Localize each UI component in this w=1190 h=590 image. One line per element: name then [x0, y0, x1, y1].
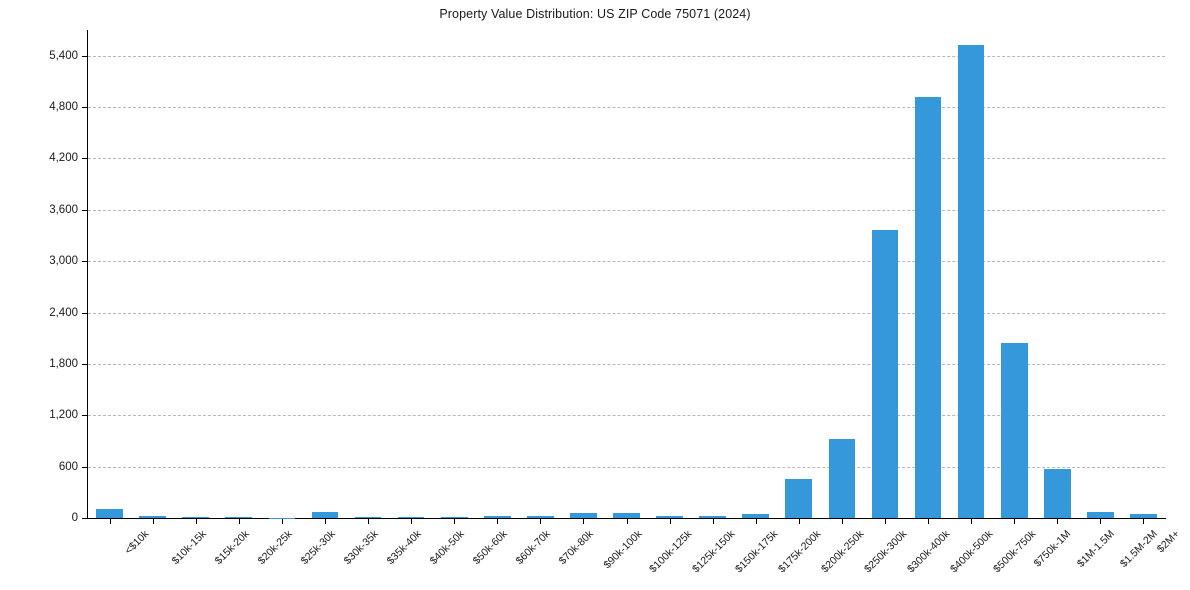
y-tick-label: 3,600: [49, 203, 78, 216]
x-tick-mark: [1057, 519, 1059, 524]
x-tick-label: $125k-150k: [689, 528, 737, 576]
bar[interactable]: [613, 513, 640, 518]
x-tick-mark: [411, 519, 413, 524]
bar-series: [88, 30, 1165, 518]
bar[interactable]: [397, 516, 425, 518]
y-tick-mark: [82, 518, 87, 519]
x-tick-label: $10k-15k: [169, 528, 209, 568]
y-tick-mark: [82, 55, 87, 57]
x-tick-label: $90k-100k: [601, 528, 645, 572]
x-tick-label: $500k-750k: [991, 528, 1039, 576]
y-tick-label: 4,200: [49, 152, 78, 165]
x-tick-mark: [626, 519, 628, 524]
x-tick-label: $40k-50k: [427, 528, 467, 568]
x-tick-mark: [1100, 519, 1102, 524]
bar[interactable]: [182, 517, 210, 518]
x-tick-mark: [324, 519, 326, 524]
x-tick-mark: [540, 519, 542, 524]
y-tick-mark: [82, 312, 87, 314]
x-tick-mark: [1014, 519, 1016, 524]
x-tick-mark: [841, 519, 843, 524]
x-tick-label: $70k-80k: [556, 528, 597, 568]
bar[interactable]: [1043, 469, 1071, 518]
bar[interactable]: [1130, 514, 1157, 518]
x-tick-label: $150k-175k: [732, 528, 781, 576]
x-tick-label: $750k-1M: [1031, 528, 1074, 570]
x-tick-label: $1M-1.5M: [1075, 528, 1118, 570]
x-tick-label: $35k-40k: [384, 528, 424, 568]
x-axis-line: [87, 518, 1166, 520]
bar[interactable]: [742, 513, 770, 518]
y-tick-label: 0: [71, 512, 78, 524]
x-tick-mark: [368, 519, 370, 524]
y-tick-mark: [82, 415, 87, 417]
x-tick-mark: [454, 519, 456, 524]
bar[interactable]: [785, 478, 813, 518]
x-tick-mark: [238, 519, 240, 524]
x-tick-label: $100k-125k: [646, 528, 694, 576]
x-tick-mark: [928, 519, 930, 524]
chart-title: Property Value Distribution: US ZIP Code…: [439, 7, 751, 21]
x-tick-mark: [712, 519, 714, 524]
x-tick-mark: [497, 519, 499, 524]
x-tick-mark: [669, 519, 671, 524]
bar[interactable]: [871, 229, 899, 518]
x-tick-mark: [1143, 519, 1145, 524]
bar[interactable]: [914, 96, 942, 518]
x-tick-label: $175k-200k: [775, 528, 824, 576]
x-tick-mark: [281, 519, 283, 524]
bar[interactable]: [440, 517, 468, 518]
x-tick-mark: [583, 519, 585, 524]
x-tick-label: $60k-70k: [513, 528, 553, 568]
bar[interactable]: [1087, 511, 1114, 518]
x-tick-mark: [109, 519, 111, 524]
y-axis-line: [87, 30, 88, 519]
x-tick-label: $250k-300k: [861, 528, 910, 576]
bar[interactable]: [139, 515, 166, 518]
y-tick-mark: [82, 261, 87, 263]
x-tick-label: $200k-250k: [818, 528, 867, 576]
y-tick-mark: [82, 363, 87, 365]
y-tick-label: 2,400: [49, 306, 78, 319]
bar[interactable]: [96, 508, 123, 518]
x-tick-label: $15k-20k: [212, 528, 252, 568]
x-tick-mark: [195, 519, 197, 524]
y-tick-label: 4,800: [49, 101, 78, 114]
bar[interactable]: [526, 516, 554, 518]
x-tick-label: $30k-35k: [341, 528, 381, 568]
y-tick-mark: [82, 466, 87, 468]
x-tick-label: $300k-400k: [905, 528, 953, 576]
x-tick-mark: [971, 519, 973, 524]
bar[interactable]: [1000, 343, 1028, 518]
x-tick-label: $400k-500k: [948, 528, 996, 576]
x-tick-mark: [884, 519, 886, 524]
bar[interactable]: [570, 512, 597, 518]
bar[interactable]: [354, 516, 382, 518]
x-tick-label: $20k-25k: [255, 528, 295, 568]
bar[interactable]: [699, 516, 726, 518]
y-tick-label: 3,000: [49, 255, 78, 268]
x-tick-mark: [755, 519, 757, 524]
x-tick-mark: [152, 519, 154, 524]
y-tick-mark: [82, 209, 87, 211]
y-tick-mark: [82, 158, 87, 160]
bar[interactable]: [828, 438, 856, 518]
x-tick-label: <$10k: [121, 528, 151, 557]
x-tick-label: $2M+: [1155, 528, 1183, 556]
x-tick-label: $25k-30k: [298, 528, 338, 568]
y-tick-label: 5,400: [49, 49, 78, 62]
y-tick-mark: [82, 107, 87, 109]
y-tick-label: 1,800: [49, 357, 78, 370]
bar[interactable]: [225, 516, 253, 518]
x-tick-label: $50k-60k: [470, 528, 510, 568]
bar[interactable]: [483, 516, 511, 518]
bar[interactable]: [311, 511, 339, 518]
x-tick-label: $1.5M-2M: [1118, 528, 1161, 570]
y-tick-label: 600: [58, 460, 78, 473]
bar[interactable]: [656, 515, 683, 518]
y-tick-label: 1,200: [49, 409, 78, 422]
x-tick-mark: [798, 519, 800, 524]
bar[interactable]: [957, 44, 985, 518]
